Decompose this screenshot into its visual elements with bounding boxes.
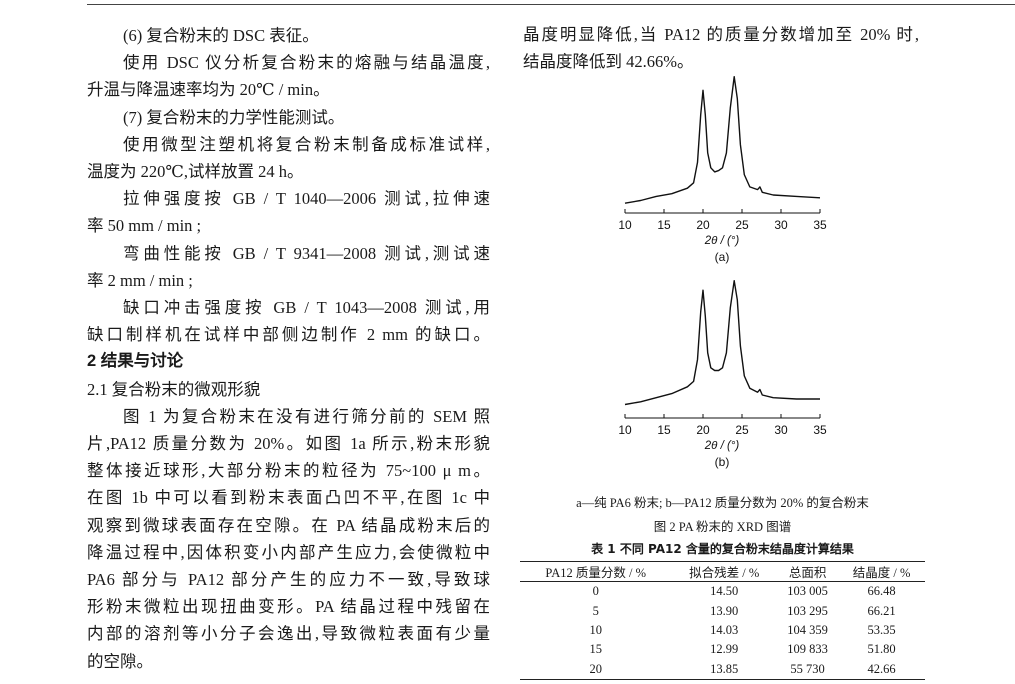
- table-row: 10 14.03 104 359 53.35: [520, 621, 925, 640]
- table-cell: 15: [589, 642, 602, 657]
- table-cell: 13.85: [710, 661, 739, 676]
- panel-label: (a): [715, 250, 730, 264]
- x-tick-label: 10: [618, 423, 632, 437]
- table-cell: 42.66: [867, 661, 896, 676]
- table-cell: 55 730: [790, 661, 825, 676]
- text-line: 观察到微球表面存在空隙。在 PA 结晶成粉末后的: [87, 515, 490, 535]
- text-line: 2.1 复合粉末的微观形貌: [87, 379, 261, 399]
- text-line: 使用微型注塑机将复合粉末制备成标准试样,: [123, 134, 490, 154]
- text-line: 在图 1b 中可以看到粉末表面凸凹不平,在图 1c 中: [87, 488, 490, 508]
- x-axis-label: 2θ / (°): [704, 440, 740, 452]
- x-axis-label: 2θ / (°): [704, 235, 740, 247]
- table-cell: 14.03: [710, 622, 739, 637]
- table-row: 15 12.99 109 833 51.80: [520, 640, 925, 659]
- x-tick-label: 35: [813, 218, 827, 232]
- x-tick-label: 30: [774, 218, 788, 232]
- table-cell: 53.35: [867, 622, 896, 637]
- x-tick-label: 20: [696, 423, 710, 437]
- x-tick-label: 35: [813, 423, 827, 437]
- text-line: 率 50 mm / min ;: [87, 216, 202, 236]
- header-rule: [87, 4, 1015, 5]
- table-cell: 104 359: [787, 622, 828, 637]
- table-cell: 51.80: [867, 642, 896, 657]
- table-cell: 0: [592, 584, 599, 599]
- table-row: 0 14.50 103 005 66.48: [520, 582, 925, 602]
- text-line: 使用 DSC 仪分析复合粉末的熔融与结晶温度,: [123, 53, 490, 73]
- x-tick-label: 15: [657, 218, 671, 232]
- column-header: 拟合残差 / %: [671, 561, 778, 582]
- table-cell: 14.50: [710, 584, 739, 599]
- figure-caption: 图 2 PA 粉末的 XRD 图谱: [653, 520, 792, 534]
- text-line: 升温与降温速率均为 20℃ / min。: [87, 80, 330, 100]
- x-tick-label: 20: [696, 218, 710, 232]
- text-line: 温度为 220℃,试样放置 24 h。: [87, 162, 304, 181]
- text-line: 结晶度降低到 42.66%。: [523, 52, 694, 72]
- text-line: 内部的溶剂等小分子会逸出,导致微粒表面有少量: [87, 624, 490, 644]
- table-cell: 20: [589, 661, 602, 676]
- text-line: 缺口冲击强度按 GB / T 1043—2008 测试,用: [123, 298, 490, 317]
- column-header: 结晶度 / %: [838, 561, 925, 582]
- table-cell: 12.99: [710, 642, 739, 657]
- column-header: PA12 质量分数 / %: [520, 561, 672, 582]
- table-cell: 103 295: [787, 603, 828, 618]
- panel-label: (b): [715, 455, 730, 469]
- text-line: 弯曲性能按 GB / T 9341—2008 测试,测试速: [123, 243, 490, 263]
- text-line: 拉伸强度按 GB / T 1040—2006 测试,拉伸速: [123, 189, 490, 209]
- text-line: 降温过程中,因体积变小内部产生应力,会使微粒中: [87, 542, 490, 562]
- text-line: 晶度明显降低,当 PA12 的质量分数增加至 20% 时,: [523, 25, 919, 44]
- table-cell: 109 833: [787, 642, 828, 657]
- table-cell: 10: [589, 622, 602, 637]
- table-cell: 103 005: [787, 584, 828, 599]
- text-line: (7) 复合粉末的力学性能测试。: [123, 107, 345, 127]
- table-header-row: PA12 质量分数 / % 拟合残差 / % 总面积 结晶度 / %: [520, 561, 925, 582]
- table-cell: 13.90: [710, 603, 739, 618]
- text-line: 形粉末微粒出现扭曲变形。PA 结晶过程中残留在: [87, 597, 490, 617]
- text-line: 整体接近球形,大部分粉末的粒径为 75~100 μ m。: [87, 461, 490, 481]
- crystallinity-table: PA12 质量分数 / % 拟合残差 / % 总面积 结晶度 / % 0 14.50 10…: [520, 561, 925, 680]
- figure-legend: a—纯 PA6 粉末; b—PA12 质量分数为 20% 的复合粉末: [576, 496, 869, 510]
- xrd-curve-b: [624, 280, 820, 406]
- x-tick-label: 10: [618, 218, 632, 232]
- text-line: (6) 复合粉末的 DSC 表征。: [123, 26, 319, 45]
- column-header: 总面积: [777, 561, 839, 582]
- section-heading: 2 结果与讨论: [87, 352, 184, 371]
- table-row: 5 13.90 103 295 66.21: [520, 601, 925, 620]
- text-line: 率 2 mm / min ;: [87, 270, 193, 290]
- x-tick-label: 30: [774, 423, 788, 437]
- x-tick-label: 25: [735, 423, 749, 437]
- table-cell: 66.21: [867, 603, 896, 618]
- x-tick-label: 25: [735, 218, 749, 232]
- text-line: 片,PA12 质量分数为 20%。如图 1a 所示,粉末形貌: [87, 434, 490, 453]
- table-row: 20 13.85 55 730 42.66: [520, 660, 925, 680]
- text-line: 的空隙。: [87, 651, 153, 671]
- xrd-curve-a: [624, 75, 821, 204]
- xrd-figure: 10 15 20 25 30 35 2θ / (°) (a) 10 15 20 25 30 35 2θ / …: [618, 75, 827, 469]
- text-line: PA6 部分与 PA12 部分产生的应力不一致,导致球: [87, 570, 490, 589]
- table-cell: 66.48: [867, 584, 896, 599]
- table-caption: 表 1 不同 PA12 含量的复合粉末结晶度计算结果: [591, 542, 854, 556]
- x-tick-label: 15: [657, 423, 671, 437]
- text-line: 图 1 为复合粉末在没有进行筛分前的 SEM 照: [123, 406, 490, 426]
- table-cell: 5: [592, 603, 599, 618]
- text-line: 缺口制样机在试样中部侧边制作 2 mm 的缺口。: [87, 325, 490, 345]
